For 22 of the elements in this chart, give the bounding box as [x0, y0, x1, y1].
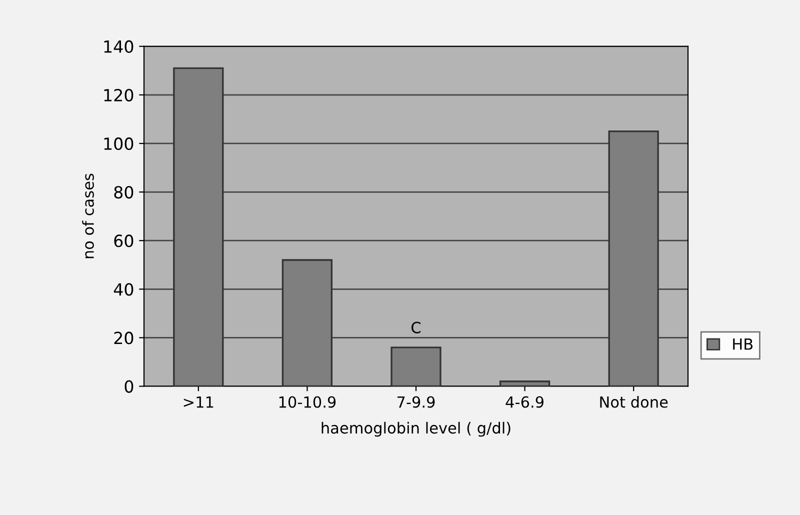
- y-tick-label: 0: [124, 380, 134, 393]
- x-axis-title: haemoglobin level ( g/dl): [322, 422, 510, 437]
- bar: [499, 380, 550, 386]
- y-tick-label: 40: [114, 283, 134, 296]
- legend-label: HB: [733, 338, 753, 350]
- y-axis-title: no of cases: [82, 174, 94, 258]
- bar: [282, 259, 333, 386]
- y-tick-label: 80: [114, 186, 134, 199]
- bar: [390, 346, 442, 386]
- annotation: C: [412, 322, 421, 334]
- bar: [608, 130, 659, 386]
- x-tick-label: 7-9.9: [397, 396, 435, 408]
- x-tick-label: 4-6.9: [506, 396, 544, 408]
- y-tick-label: 20: [114, 332, 134, 344]
- x-tick-label: Not done: [600, 396, 668, 408]
- x-tick-label: >11: [184, 396, 214, 408]
- x-tick-label: 10-10.9: [279, 396, 336, 408]
- y-tick-label: 140: [104, 40, 134, 53]
- y-tick-label: 100: [104, 137, 134, 150]
- y-tick-label: 60: [114, 234, 134, 248]
- bar: [173, 67, 224, 386]
- y-tick-label: 120: [104, 88, 134, 102]
